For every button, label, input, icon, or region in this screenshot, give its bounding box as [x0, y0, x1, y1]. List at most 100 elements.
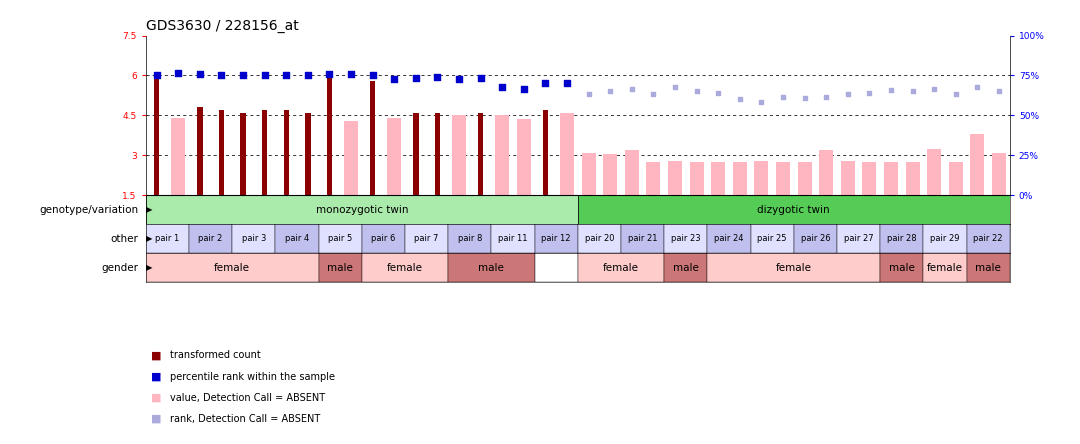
Text: pair 5: pair 5 — [328, 234, 352, 243]
Bar — [327, 78, 333, 195]
Bar — [880, 253, 923, 282]
Bar — [712, 162, 726, 195]
Text: pair 3: pair 3 — [242, 234, 266, 243]
Bar — [794, 224, 837, 253]
Point — [753, 99, 770, 106]
Text: male: male — [327, 262, 353, 273]
Text: transformed count: transformed count — [170, 350, 260, 360]
Point — [450, 76, 468, 83]
Text: pair 7: pair 7 — [415, 234, 438, 243]
Bar — [820, 150, 834, 195]
Text: ▶: ▶ — [146, 205, 152, 214]
Point — [321, 71, 338, 78]
Text: genotype/variation: genotype/variation — [39, 205, 138, 215]
Point — [818, 93, 835, 100]
Point — [774, 93, 792, 100]
Point — [990, 88, 1008, 95]
Bar — [343, 121, 359, 195]
Bar — [647, 162, 661, 195]
Bar — [319, 253, 362, 282]
Bar — [923, 224, 967, 253]
Bar — [751, 224, 794, 253]
Bar — [841, 161, 855, 195]
Point — [666, 84, 684, 91]
Text: pair 8: pair 8 — [458, 234, 482, 243]
Bar — [146, 253, 319, 282]
Point — [839, 91, 856, 98]
Bar — [625, 150, 639, 195]
Point — [407, 75, 424, 82]
Point — [926, 85, 943, 92]
Point — [623, 85, 640, 92]
Bar — [733, 162, 747, 195]
Bar — [690, 162, 704, 195]
Bar — [275, 224, 319, 253]
Text: pair 20: pair 20 — [584, 234, 615, 243]
Text: male: male — [673, 262, 699, 273]
Bar — [621, 224, 664, 253]
Text: ■: ■ — [151, 372, 162, 381]
Bar — [189, 224, 232, 253]
Text: pair 27: pair 27 — [843, 234, 874, 243]
Point — [278, 72, 295, 79]
Text: pair 23: pair 23 — [671, 234, 701, 243]
Bar — [971, 134, 985, 195]
Point — [731, 96, 748, 103]
Point — [882, 87, 900, 94]
Text: female: female — [387, 262, 423, 273]
Text: pair 4: pair 4 — [285, 234, 309, 243]
Bar — [448, 253, 535, 282]
Bar — [362, 224, 405, 253]
Point — [969, 84, 986, 91]
Bar — [777, 162, 791, 195]
Text: pair 6: pair 6 — [372, 234, 395, 243]
Bar — [146, 224, 189, 253]
Point — [472, 75, 489, 82]
Text: pair 21: pair 21 — [627, 234, 658, 243]
Text: pair 26: pair 26 — [800, 234, 831, 243]
Point — [494, 84, 511, 91]
Point — [429, 73, 446, 80]
Bar — [543, 110, 549, 195]
Point — [688, 88, 705, 95]
Point — [148, 72, 165, 79]
Text: pair 11: pair 11 — [498, 234, 528, 243]
Text: ▶: ▶ — [146, 234, 152, 243]
Bar — [664, 224, 707, 253]
Text: ■: ■ — [151, 393, 162, 403]
Bar — [362, 253, 448, 282]
Bar — [578, 253, 664, 282]
Text: pair 2: pair 2 — [199, 234, 222, 243]
Bar — [319, 224, 362, 253]
Text: ■: ■ — [151, 414, 162, 424]
Bar — [453, 115, 467, 195]
Text: female: female — [927, 262, 963, 273]
Bar — [862, 162, 877, 195]
Bar — [262, 110, 268, 195]
Text: pair 28: pair 28 — [887, 234, 917, 243]
Point — [256, 72, 273, 79]
Bar — [414, 113, 419, 195]
Bar — [582, 153, 596, 195]
Point — [364, 72, 381, 79]
Bar — [967, 224, 1010, 253]
Bar — [369, 81, 376, 195]
Text: dizygotic twin: dizygotic twin — [757, 205, 831, 215]
Point — [234, 72, 252, 79]
Bar — [241, 113, 246, 195]
Bar — [967, 253, 1010, 282]
Point — [213, 72, 230, 79]
Text: other: other — [110, 234, 138, 244]
Bar — [578, 195, 1010, 224]
Point — [515, 85, 532, 92]
Point — [299, 72, 316, 79]
Bar — [478, 113, 484, 195]
Bar — [405, 224, 448, 253]
Point — [602, 88, 619, 95]
Point — [170, 69, 187, 76]
Text: GDS3630 / 228156_at: GDS3630 / 228156_at — [146, 19, 298, 33]
Bar — [561, 113, 575, 195]
Point — [645, 91, 662, 98]
Bar — [535, 253, 578, 282]
Text: percentile rank within the sample: percentile rank within the sample — [170, 372, 335, 381]
